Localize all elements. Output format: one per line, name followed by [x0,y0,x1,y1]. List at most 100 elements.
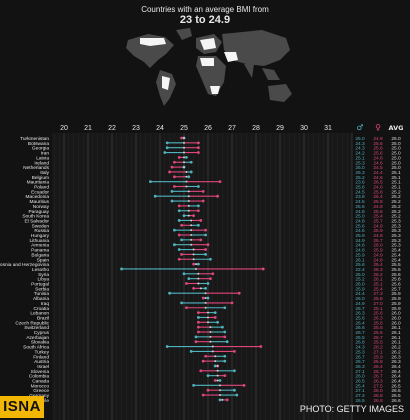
country-label: Cyprus [34,330,50,336]
avg-value: 25.0 [391,141,401,147]
avg-value: 25.3 [391,243,401,249]
avg-value: 25.2 [391,209,401,215]
country-label: Georgia [32,146,49,152]
country-label: Slovakia [31,340,49,346]
male-value: 25.0 [355,165,365,171]
country-label: Turkmenistan [20,136,49,142]
female-value: 24.8 [373,155,383,161]
female-value: 26.0 [373,243,383,249]
male-dot [149,180,152,184]
country-label: Italy [40,170,49,176]
data-row: Lesotho 22.4 28.3 25.5 [32,267,401,273]
female-dot [209,277,212,281]
female-value: 27.0 [373,301,383,307]
avg-dot [207,311,209,314]
country-label: Austria [34,359,49,365]
male-value: 27.2 [355,393,365,399]
data-row: Greece 27.1 26.0 26.5 [33,388,401,394]
avg-dot [192,253,195,256]
legend-avg: AVG [389,124,404,132]
data-row: Brazil 25.6 26.3 26.0 [37,315,401,321]
male-dot [204,233,208,237]
avg-dot [219,384,221,387]
x-tick-label: 29 [276,125,284,132]
x-tick-label: 21 [84,125,92,132]
country-label: South Korea [22,214,49,220]
country-label: Iran [41,151,50,157]
male-value: 24.2 [355,151,365,157]
male-dot [170,189,174,193]
male-dot [213,311,217,314]
male-value: 25.6 [355,223,365,229]
map-highlight-canada [140,38,166,46]
male-dot [235,393,239,397]
map-australia [268,84,292,102]
male-dot [177,219,181,222]
x-tick-label: 31 [324,125,332,132]
female-dot [197,141,200,145]
avg-value: 26.2 [391,345,401,351]
data-row: Ireland 25.3 24.6 25.0 [34,160,401,166]
avg-dot [190,224,193,227]
male-dot [187,277,191,281]
avg-value: 25.3 [391,228,401,234]
avg-value: 26.0 [391,315,401,321]
female-dot [201,393,205,397]
data-row: Italy 25.3 24.4 25.1 [40,170,401,176]
country-label: Belgium [32,175,49,181]
avg-dot [192,258,195,261]
male-value: 24.5 [355,199,365,205]
avg-dot [197,272,200,275]
female-dot [168,170,172,174]
female-dot [192,214,196,218]
data-row: Turkey 25.3 27.1 26.2 [35,349,401,355]
avg-dot [183,146,185,149]
male-dot [206,296,210,300]
female-value: 26.8 [373,398,383,404]
country-label: Albania [33,296,49,302]
male-value: 26.8 [355,340,365,346]
data-row: Poland 25.6 24.6 25.1 [34,185,401,191]
country-label: Czech Republic [15,320,49,326]
data-row: Cyprus 26.7 25.6 26.1 [34,330,401,336]
female-dot [211,272,215,276]
avg-value: 26.5 [391,383,401,389]
avg-value: 25.4 [391,248,401,254]
avg-dot [207,316,209,319]
male-value: 25.4 [355,383,365,389]
male-dot [165,146,169,150]
data-row: Lithuania 24.9 25.7 25.3 [30,238,401,244]
female-value: 25.6 [373,146,383,152]
avg-value: 25.2 [391,214,401,220]
plot-area [52,133,352,420]
data-row: Czech Republic 26.4 25.6 26.0 [15,320,401,326]
avg-dot [190,229,193,232]
country-label: Lebanon [30,311,49,317]
male-value: 26.0 [355,374,365,380]
male-value: 24.6 [355,228,365,234]
country-label: Netherlands [23,165,49,171]
male-dot [223,306,227,310]
male-value: 25.6 [355,315,365,321]
female-dot [173,160,176,164]
female-dot [201,359,205,363]
data-row: Syria 25.0 26.2 25.6 [38,272,401,278]
female-dot [192,262,196,266]
male-value: 26.7 [355,354,365,360]
male-dot [233,369,236,373]
male-dot [182,214,186,218]
avg-dot [183,141,185,144]
female-dot [192,286,196,290]
country-label: Croatia [34,306,50,312]
male-dot [187,175,191,179]
avg-value: 25.3 [391,238,401,244]
map-greenland [176,28,192,40]
country-label: Azerbaijan [26,335,49,341]
female-dot [199,219,203,222]
male-dot [120,267,123,271]
female-dot [197,146,200,150]
female-dot [201,189,205,193]
legend-female: ♀ [375,123,381,132]
male-dot [204,253,208,256]
male-value: 25.9 [355,233,365,239]
